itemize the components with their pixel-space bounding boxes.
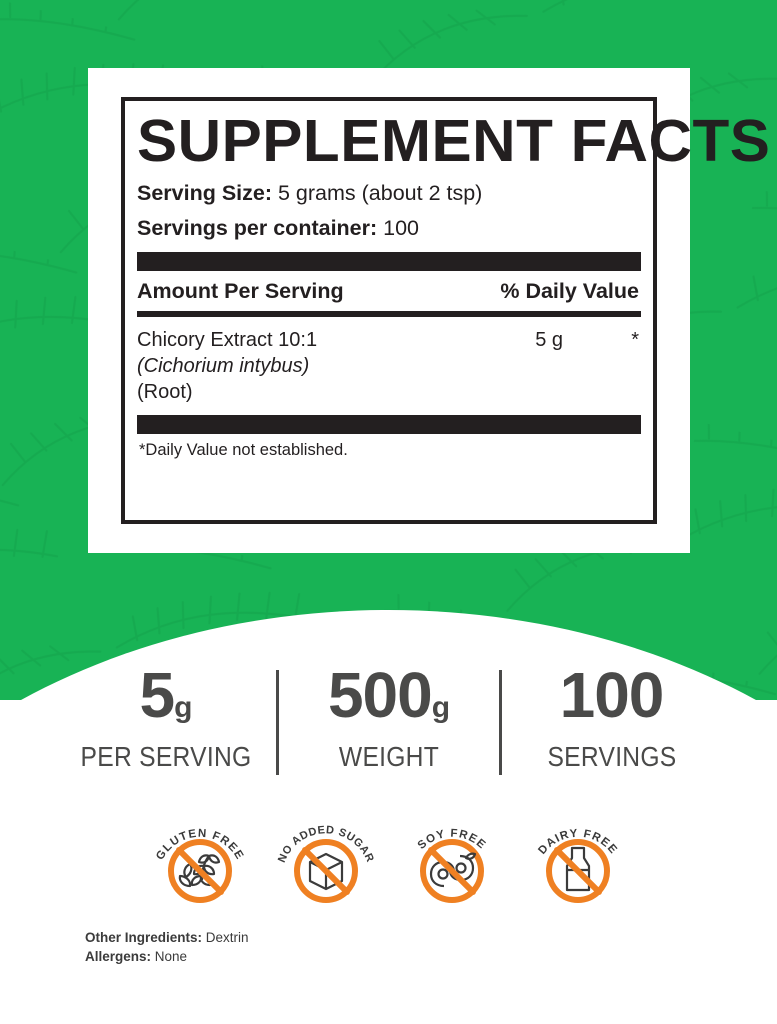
other-ingredients-value: Dextrin [205, 930, 249, 945]
ingredient-daily-value: * [631, 329, 639, 351]
thick-rule-bottom [137, 415, 641, 434]
table-row: Chicory Extract 10:1 (Cichorium intybus)… [137, 317, 641, 413]
certification-badges: GLUTEN FREE [0, 802, 777, 912]
allergens-label: Allergens: [85, 949, 152, 964]
serving-size-label: Serving Size: [137, 181, 273, 205]
table-header-row: Amount Per Serving % Daily Value [137, 271, 641, 311]
soy-pod-icon [419, 839, 484, 903]
badge-gluten-free: GLUTEN FREE [146, 802, 254, 912]
supplement-facts-panel: SUPPLEMENT FACTS Serving Size: 5 grams (… [121, 97, 771, 524]
supplement-facts-card: SUPPLEMENT FACTS Serving Size: 5 grams (… [88, 68, 771, 553]
serving-size-value: 5 grams (about 2 tsp) [278, 181, 483, 205]
column-header-daily-value: % Daily Value [500, 279, 639, 303]
servings-per-container-label: Servings per container: [137, 216, 378, 240]
milk-bottle-icon [545, 839, 610, 903]
ingredient-latin-name: (Cichorium intybus) [137, 355, 310, 377]
stat-per-serving: 5g PER SERVING [65, 662, 267, 773]
stat-servings: 100 SERVINGS [511, 662, 713, 773]
ingredient-plant-part: (Root) [137, 381, 193, 403]
servings-per-container-value: 100 [383, 216, 420, 240]
stat-weight-number: 500g [327, 659, 450, 731]
other-ingredients-label: Other Ingredients: [85, 930, 203, 945]
bottom-info: Other Ingredients: Dextrin Allergens: No… [85, 928, 249, 966]
other-ingredients-row: Other Ingredients: Dextrin [85, 928, 249, 947]
stat-per-serving-number: 5g [139, 659, 193, 731]
stat-per-serving-label: PER SERVING [80, 741, 251, 772]
medium-rule [137, 311, 641, 317]
column-header-amount: Amount Per Serving [137, 279, 344, 303]
servings-per-container-row: Servings per container: 100 [137, 213, 641, 243]
daily-value-footnote: *Daily Value not established. [139, 441, 348, 459]
stat-weight: 500g WEIGHT [288, 662, 490, 773]
stat-servings-label: SERVINGS [546, 741, 677, 772]
stat-weight-label: WEIGHT [338, 741, 439, 772]
sugar-cube-icon [293, 839, 358, 903]
thick-rule-top [137, 252, 641, 271]
badge-soy-free: SOY FREE [398, 802, 506, 912]
stat-servings-number: 100 [559, 659, 665, 731]
ingredient-amount: 5 g [535, 329, 563, 351]
badge-dairy-free: DAIRY FREE [524, 802, 632, 912]
allergens-value: None [154, 949, 188, 964]
stat-divider-1 [275, 670, 279, 775]
stat-divider-2 [498, 670, 502, 775]
stats-row: 5g PER SERVING 500g WEIGHT 100 SERVINGS [0, 662, 777, 782]
allergens-row: Allergens: None [85, 947, 249, 966]
serving-size-row: Serving Size: 5 grams (about 2 tsp) [137, 178, 641, 208]
ingredient-name: Chicory Extract 10:1 [137, 329, 318, 351]
wheat-icon [167, 839, 232, 903]
page-title: SUPPLEMENT FACTS [137, 108, 771, 174]
badge-no-added-sugar: NO ADDED SUGAR [272, 802, 380, 912]
